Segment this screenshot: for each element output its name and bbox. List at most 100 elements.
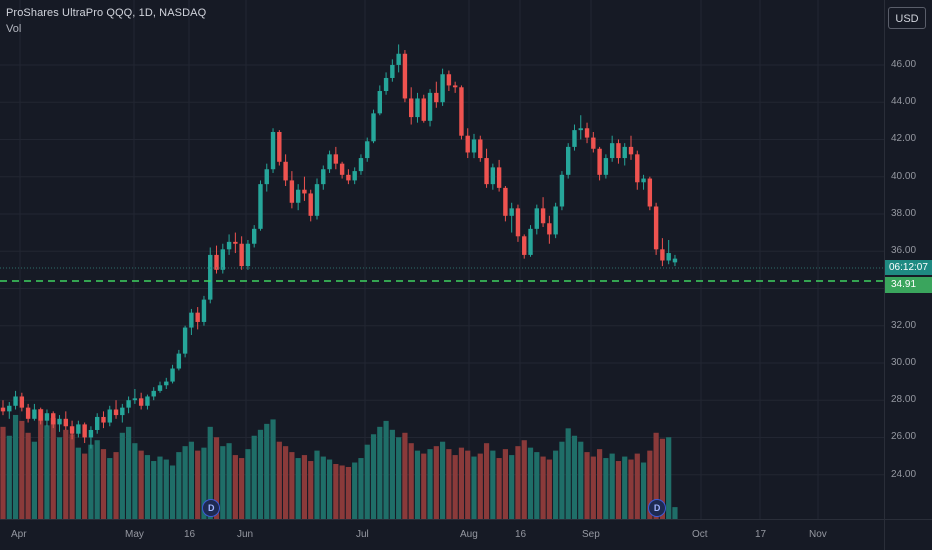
- candle-body[interactable]: [25, 407, 31, 419]
- candle-body[interactable]: [189, 312, 194, 328]
- candle-body[interactable]: [220, 249, 225, 270]
- candle-body[interactable]: [63, 418, 68, 427]
- candle-body[interactable]: [214, 254, 219, 270]
- candle-body[interactable]: [440, 74, 445, 103]
- candle-body[interactable]: [308, 193, 313, 216]
- candle-body[interactable]: [534, 208, 539, 229]
- candle-body[interactable]: [0, 407, 6, 412]
- candle-body[interactable]: [553, 206, 558, 235]
- candle-body[interactable]: [7, 405, 12, 412]
- candle-body[interactable]: [396, 53, 401, 65]
- candle-body[interactable]: [208, 254, 213, 300]
- candle-body[interactable]: [653, 206, 659, 250]
- candle-body[interactable]: [390, 64, 395, 78]
- candle-body[interactable]: [339, 163, 345, 175]
- candle-body[interactable]: [113, 409, 119, 416]
- candle-body[interactable]: [201, 299, 207, 322]
- candle-body[interactable]: [264, 169, 269, 185]
- candle-body[interactable]: [509, 208, 514, 216]
- candle-body[interactable]: [126, 400, 131, 408]
- candle-body[interactable]: [566, 146, 571, 175]
- candle-body[interactable]: [76, 424, 81, 434]
- candle-body[interactable]: [478, 139, 483, 159]
- candle-body[interactable]: [252, 228, 257, 244]
- candle-body[interactable]: [88, 429, 94, 438]
- candle-body[interactable]: [95, 416, 100, 430]
- candle-body[interactable]: [540, 208, 546, 224]
- candle-body[interactable]: [660, 249, 665, 261]
- candle-body[interactable]: [19, 396, 25, 408]
- candle-body[interactable]: [258, 184, 263, 229]
- candle-body[interactable]: [176, 353, 182, 369]
- candle-body[interactable]: [44, 413, 50, 421]
- candle-body[interactable]: [641, 178, 646, 183]
- candle-body[interactable]: [120, 407, 125, 416]
- candle-body[interactable]: [138, 398, 144, 406]
- candle-body[interactable]: [32, 409, 37, 419]
- candle-body[interactable]: [421, 98, 426, 121]
- volume-indicator-label[interactable]: Vol: [6, 23, 22, 35]
- candle-body[interactable]: [647, 178, 653, 207]
- candle-body[interactable]: [446, 74, 452, 86]
- candle-body[interactable]: [635, 154, 640, 183]
- candle-body[interactable]: [358, 158, 364, 172]
- candle-body[interactable]: [371, 113, 376, 142]
- candle-body[interactable]: [471, 139, 477, 153]
- candle-body[interactable]: [69, 426, 75, 434]
- candle-body[interactable]: [157, 385, 163, 391]
- candle-body[interactable]: [101, 416, 106, 423]
- candle-body[interactable]: [547, 223, 552, 235]
- candle-body[interactable]: [327, 154, 332, 170]
- candle-body[interactable]: [490, 167, 496, 185]
- candle-body[interactable]: [321, 169, 326, 185]
- candle-body[interactable]: [314, 184, 320, 216]
- candle-body[interactable]: [415, 98, 420, 118]
- candle-body[interactable]: [609, 143, 615, 159]
- candle-body[interactable]: [289, 180, 295, 203]
- candle-body[interactable]: [666, 253, 671, 261]
- candle-body[interactable]: [38, 409, 43, 421]
- candle-body[interactable]: [239, 243, 244, 267]
- candle-body[interactable]: [427, 92, 433, 121]
- candle-body[interactable]: [283, 161, 288, 181]
- candle-body[interactable]: [496, 167, 502, 188]
- candle-body[interactable]: [434, 92, 439, 103]
- candle-body[interactable]: [170, 368, 175, 382]
- candle-body[interactable]: [13, 396, 18, 406]
- candle-body[interactable]: [622, 146, 627, 159]
- candle-body[interactable]: [51, 413, 56, 425]
- candle-body[interactable]: [277, 131, 282, 162]
- candle-body[interactable]: [346, 174, 351, 181]
- candle-body[interactable]: [584, 128, 590, 138]
- candle-body[interactable]: [295, 189, 301, 203]
- candle-body[interactable]: [245, 243, 251, 267]
- candle-body[interactable]: [452, 85, 458, 88]
- candle-body[interactable]: [402, 53, 408, 99]
- candle-body[interactable]: [409, 98, 414, 118]
- candle-body[interactable]: [383, 77, 389, 92]
- dividend-marker-icon[interactable]: D: [202, 499, 221, 517]
- candle-body[interactable]: [591, 137, 596, 149]
- candle-body[interactable]: [484, 158, 489, 185]
- candle-body[interactable]: [151, 390, 156, 397]
- candle-body[interactable]: [603, 158, 609, 175]
- candle-body[interactable]: [132, 398, 138, 401]
- candle-body[interactable]: [195, 312, 200, 322]
- candle-body[interactable]: [352, 171, 357, 181]
- candle-body[interactable]: [503, 187, 508, 216]
- currency-button[interactable]: USD: [888, 7, 926, 29]
- candle-body[interactable]: [578, 128, 583, 131]
- candle-body[interactable]: [672, 258, 678, 263]
- candle-body[interactable]: [164, 381, 169, 386]
- candle-body[interactable]: [377, 91, 382, 114]
- candle-body[interactable]: [365, 141, 370, 159]
- candle-body[interactable]: [559, 174, 565, 207]
- dividend-marker-icon[interactable]: D: [648, 499, 667, 517]
- candle-body[interactable]: [226, 241, 232, 250]
- candle-body[interactable]: [145, 396, 150, 406]
- candle-body[interactable]: [57, 418, 62, 425]
- candle-body[interactable]: [628, 146, 634, 155]
- candle-body[interactable]: [465, 135, 470, 153]
- candle-body[interactable]: [333, 154, 339, 164]
